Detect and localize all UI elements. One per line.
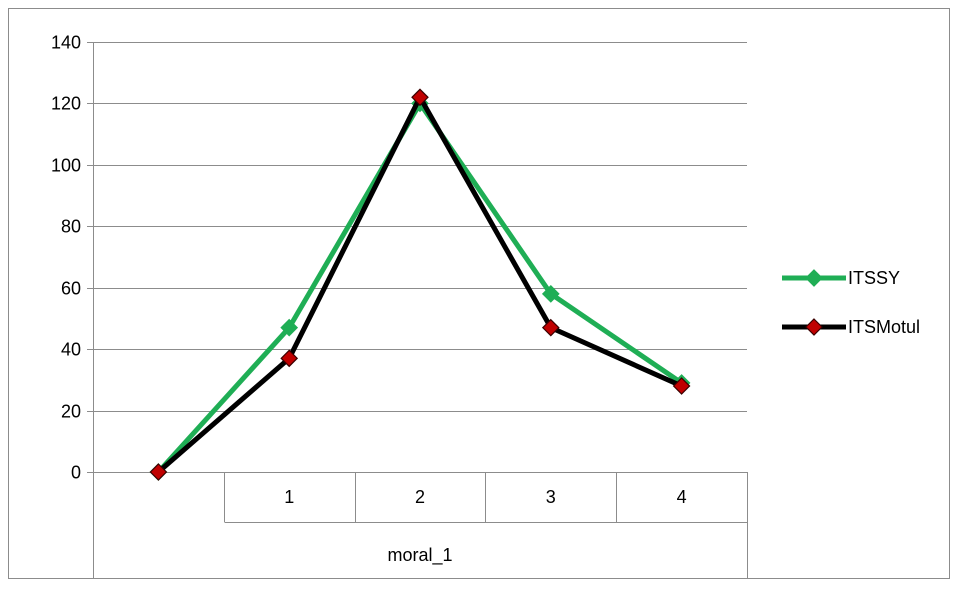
y-tick-label: 20 bbox=[61, 402, 81, 422]
data-point bbox=[411, 88, 429, 107]
y-tick-labels: 0 20 40 60 80 100 120 140 bbox=[51, 33, 81, 483]
data-point bbox=[149, 463, 168, 481]
x-tick-label: 4 bbox=[677, 487, 687, 507]
data-point bbox=[672, 377, 691, 395]
legend-label: ITSMotul bbox=[848, 317, 920, 337]
series bbox=[149, 88, 691, 481]
data-point bbox=[541, 318, 560, 337]
y-tick-label: 100 bbox=[51, 156, 81, 176]
legend-label: ITSSY bbox=[848, 268, 900, 288]
data-point bbox=[280, 318, 299, 337]
y-tick-label: 60 bbox=[61, 279, 81, 299]
x-tick-labels: 1 2 3 4 bbox=[284, 487, 686, 507]
y-tick-label: 120 bbox=[51, 94, 81, 114]
x-tick-label: 3 bbox=[546, 487, 556, 507]
legend-swatch-marker bbox=[805, 318, 823, 336]
y-tick-label: 40 bbox=[61, 340, 81, 360]
data-point bbox=[541, 285, 560, 303]
x-tick-label: 1 bbox=[284, 487, 294, 507]
x-tick-label: 2 bbox=[415, 487, 425, 507]
axes bbox=[87, 42, 748, 578]
legend-item: ITSSY bbox=[782, 268, 900, 288]
series-itsmotul bbox=[149, 88, 691, 481]
legend: ITSSY ITSMotul bbox=[782, 268, 920, 337]
legend-swatch-marker bbox=[805, 269, 823, 287]
x-group-label: moral_1 bbox=[387, 545, 452, 566]
chart-border bbox=[8, 8, 950, 579]
y-tick-label: 0 bbox=[71, 463, 81, 483]
y-tick-label: 140 bbox=[51, 33, 81, 53]
y-tick-label: 80 bbox=[61, 217, 81, 237]
legend-item: ITSMotul bbox=[782, 317, 920, 337]
data-point bbox=[280, 349, 299, 368]
